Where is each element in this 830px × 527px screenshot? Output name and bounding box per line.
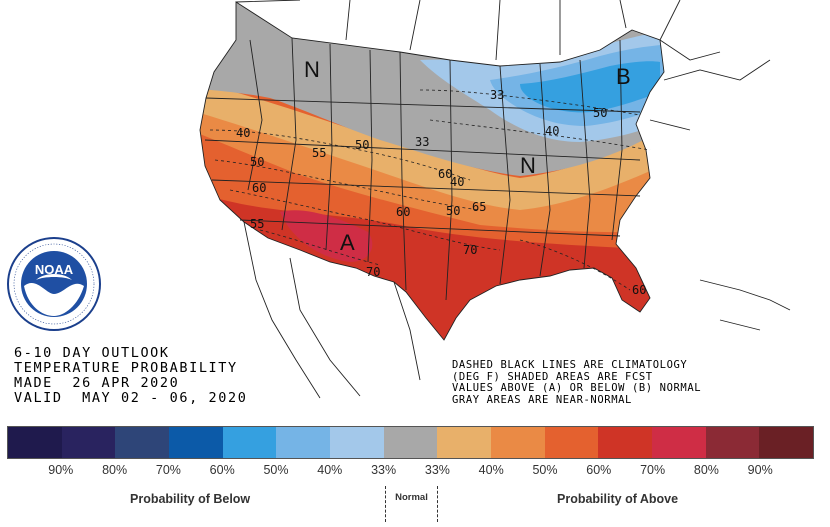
- legend-above-label: Probability of Above: [557, 492, 679, 506]
- legend-tick-label: 60%: [209, 463, 235, 477]
- forecast-letter-n: N: [520, 153, 536, 178]
- map-note: DASHED BLACK LINES ARE CLIMATOLOGY (DEG …: [452, 359, 702, 406]
- contour-label: 65: [472, 200, 486, 214]
- legend-tick-label: 70%: [155, 463, 181, 477]
- shaded-probability-areas: [200, 2, 664, 340]
- note-line-3: VALUES ABOVE (A) OR BELOW (B) NORMAL: [452, 382, 702, 394]
- legend-tick-label: 60%: [586, 463, 612, 477]
- legend-tick-label: 40%: [478, 463, 504, 477]
- legend-ticks: 90% 80% 70% 60% 50% 40% 33% 33% 40% 50% 60% 70% 80% 9…: [7, 463, 814, 479]
- legend-tick-label: 90%: [48, 463, 74, 477]
- legend-normal-box: Normal: [385, 486, 438, 522]
- legend-below-label: Probability of Below: [130, 492, 251, 506]
- contour-label: 60: [252, 181, 266, 195]
- legend-tick-label: 33%: [424, 463, 450, 477]
- legend-tick-label: 80%: [693, 463, 719, 477]
- state-boundaries: [199, 0, 791, 399]
- legend-swatch-1: [61, 427, 116, 458]
- forecast-letters: N B N A: [304, 57, 631, 255]
- outlook-line-4: VALID MAY 02 - 06, 2020: [14, 390, 248, 406]
- legend-swatch-5: [276, 427, 331, 458]
- contour-label: 60: [396, 205, 410, 219]
- legend-tick-label: 50%: [532, 463, 558, 477]
- forecast-letter-a: A: [340, 230, 355, 255]
- legend-tick-label: 90%: [747, 463, 773, 477]
- legend-swatch-10: [544, 427, 599, 458]
- contour-label: 50: [355, 138, 369, 152]
- legend-swatch-6: [330, 427, 384, 458]
- legend-swatch-13: [705, 427, 760, 458]
- legend-swatch-9: [491, 427, 545, 458]
- climatology-lines: [209, 89, 651, 291]
- contour-label: 40: [450, 175, 464, 189]
- contour-label: 60: [438, 167, 452, 181]
- outlook-line-3: MADE 26 APR 2020: [14, 375, 180, 391]
- legend-tick-label: 80%: [102, 463, 128, 477]
- legend-tick-label: 50%: [263, 463, 289, 477]
- legend-swatch-8: [437, 427, 492, 458]
- legend-swatch-4: [222, 427, 277, 458]
- legend-swatch-2: [115, 427, 170, 458]
- note-line-4: GRAY AREAS ARE NEAR-NORMAL: [452, 393, 632, 406]
- legend-swatch-3: [169, 427, 223, 458]
- forecast-letter-n: N: [304, 57, 320, 82]
- note-line-2: (DEG F) SHADED AREAS ARE FCST: [452, 370, 653, 383]
- contour-label: 50: [593, 106, 607, 120]
- legend-swatch-7: [383, 427, 438, 458]
- contour-label: 50: [250, 155, 264, 169]
- outlook-line-2: TEMPERATURE PROBABILITY: [14, 360, 238, 376]
- legend-tick-label: 40%: [317, 463, 343, 477]
- legend-swatch-0: [8, 427, 62, 458]
- legend-swatch-14: [759, 427, 814, 458]
- legend-swatch-12: [652, 427, 706, 458]
- outlook-title-block: 6-10 DAY OUTLOOK TEMPERATURE PROBABILITY…: [14, 346, 247, 406]
- forecast-letter-b: B: [616, 64, 631, 89]
- probability-legend-bar: [7, 426, 814, 459]
- noaa-logo: NOAA: [7, 237, 101, 331]
- contour-label: 50: [446, 204, 460, 218]
- legend-tick-label: 33%: [371, 463, 397, 477]
- contour-label: 60: [632, 283, 646, 297]
- contour-label: 55: [250, 217, 264, 231]
- contour-label: 70: [366, 265, 380, 279]
- legend-normal-label: Normal: [395, 492, 428, 503]
- legend-swatch-11: [598, 427, 653, 458]
- contour-label: 55: [312, 146, 326, 160]
- contour-label: 33: [415, 135, 429, 149]
- legend-tick-label: 70%: [640, 463, 666, 477]
- contour-label: 40: [236, 126, 250, 140]
- note-line-1: DASHED BLACK LINES ARE CLIMATOLOGY: [452, 359, 688, 371]
- contour-label: 70: [463, 243, 477, 257]
- outlook-line-1: 6-10 DAY OUTLOOK: [14, 345, 170, 361]
- logo-noaa-text: NOAA: [35, 262, 74, 277]
- contour-label: 40: [545, 124, 559, 138]
- contour-label: 33: [490, 88, 504, 102]
